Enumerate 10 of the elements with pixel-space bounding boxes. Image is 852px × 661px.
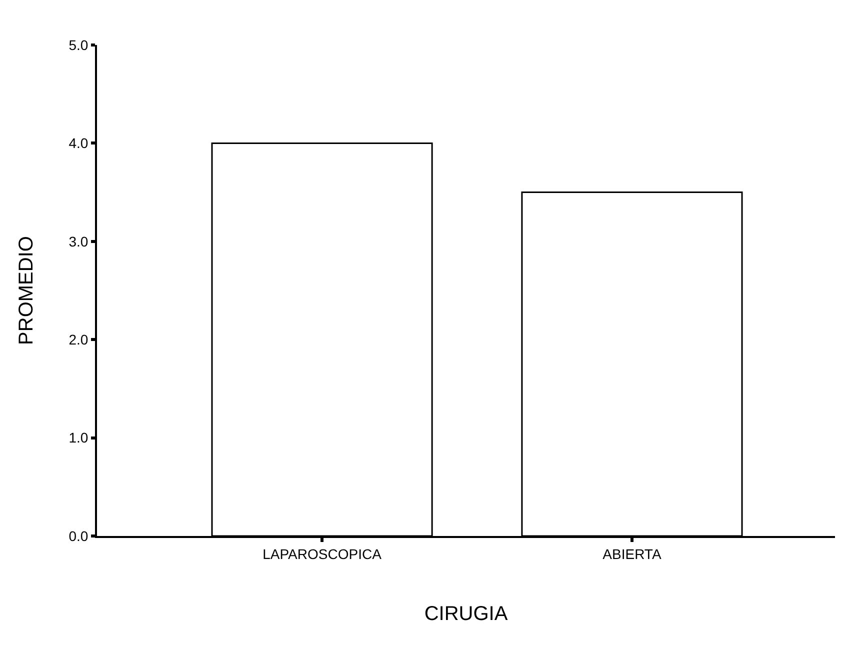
y-tick-label: 4.0 <box>68 135 88 152</box>
y-tick-label: 2.0 <box>68 332 88 348</box>
y-axis-title: PROMEDIO <box>16 236 38 345</box>
y-tick-label: 5.0 <box>68 36 88 53</box>
y-tick-label: 1.0 <box>68 430 88 446</box>
x-axis-title: CIRUGIA <box>424 602 508 625</box>
y-tick-label: 0.0 <box>68 528 88 544</box>
x-tick-label: ABIERTA <box>602 546 662 562</box>
x-tick-label: LAPAROSCOPICA <box>262 546 382 562</box>
y-tick-label: 3.0 <box>68 233 88 250</box>
